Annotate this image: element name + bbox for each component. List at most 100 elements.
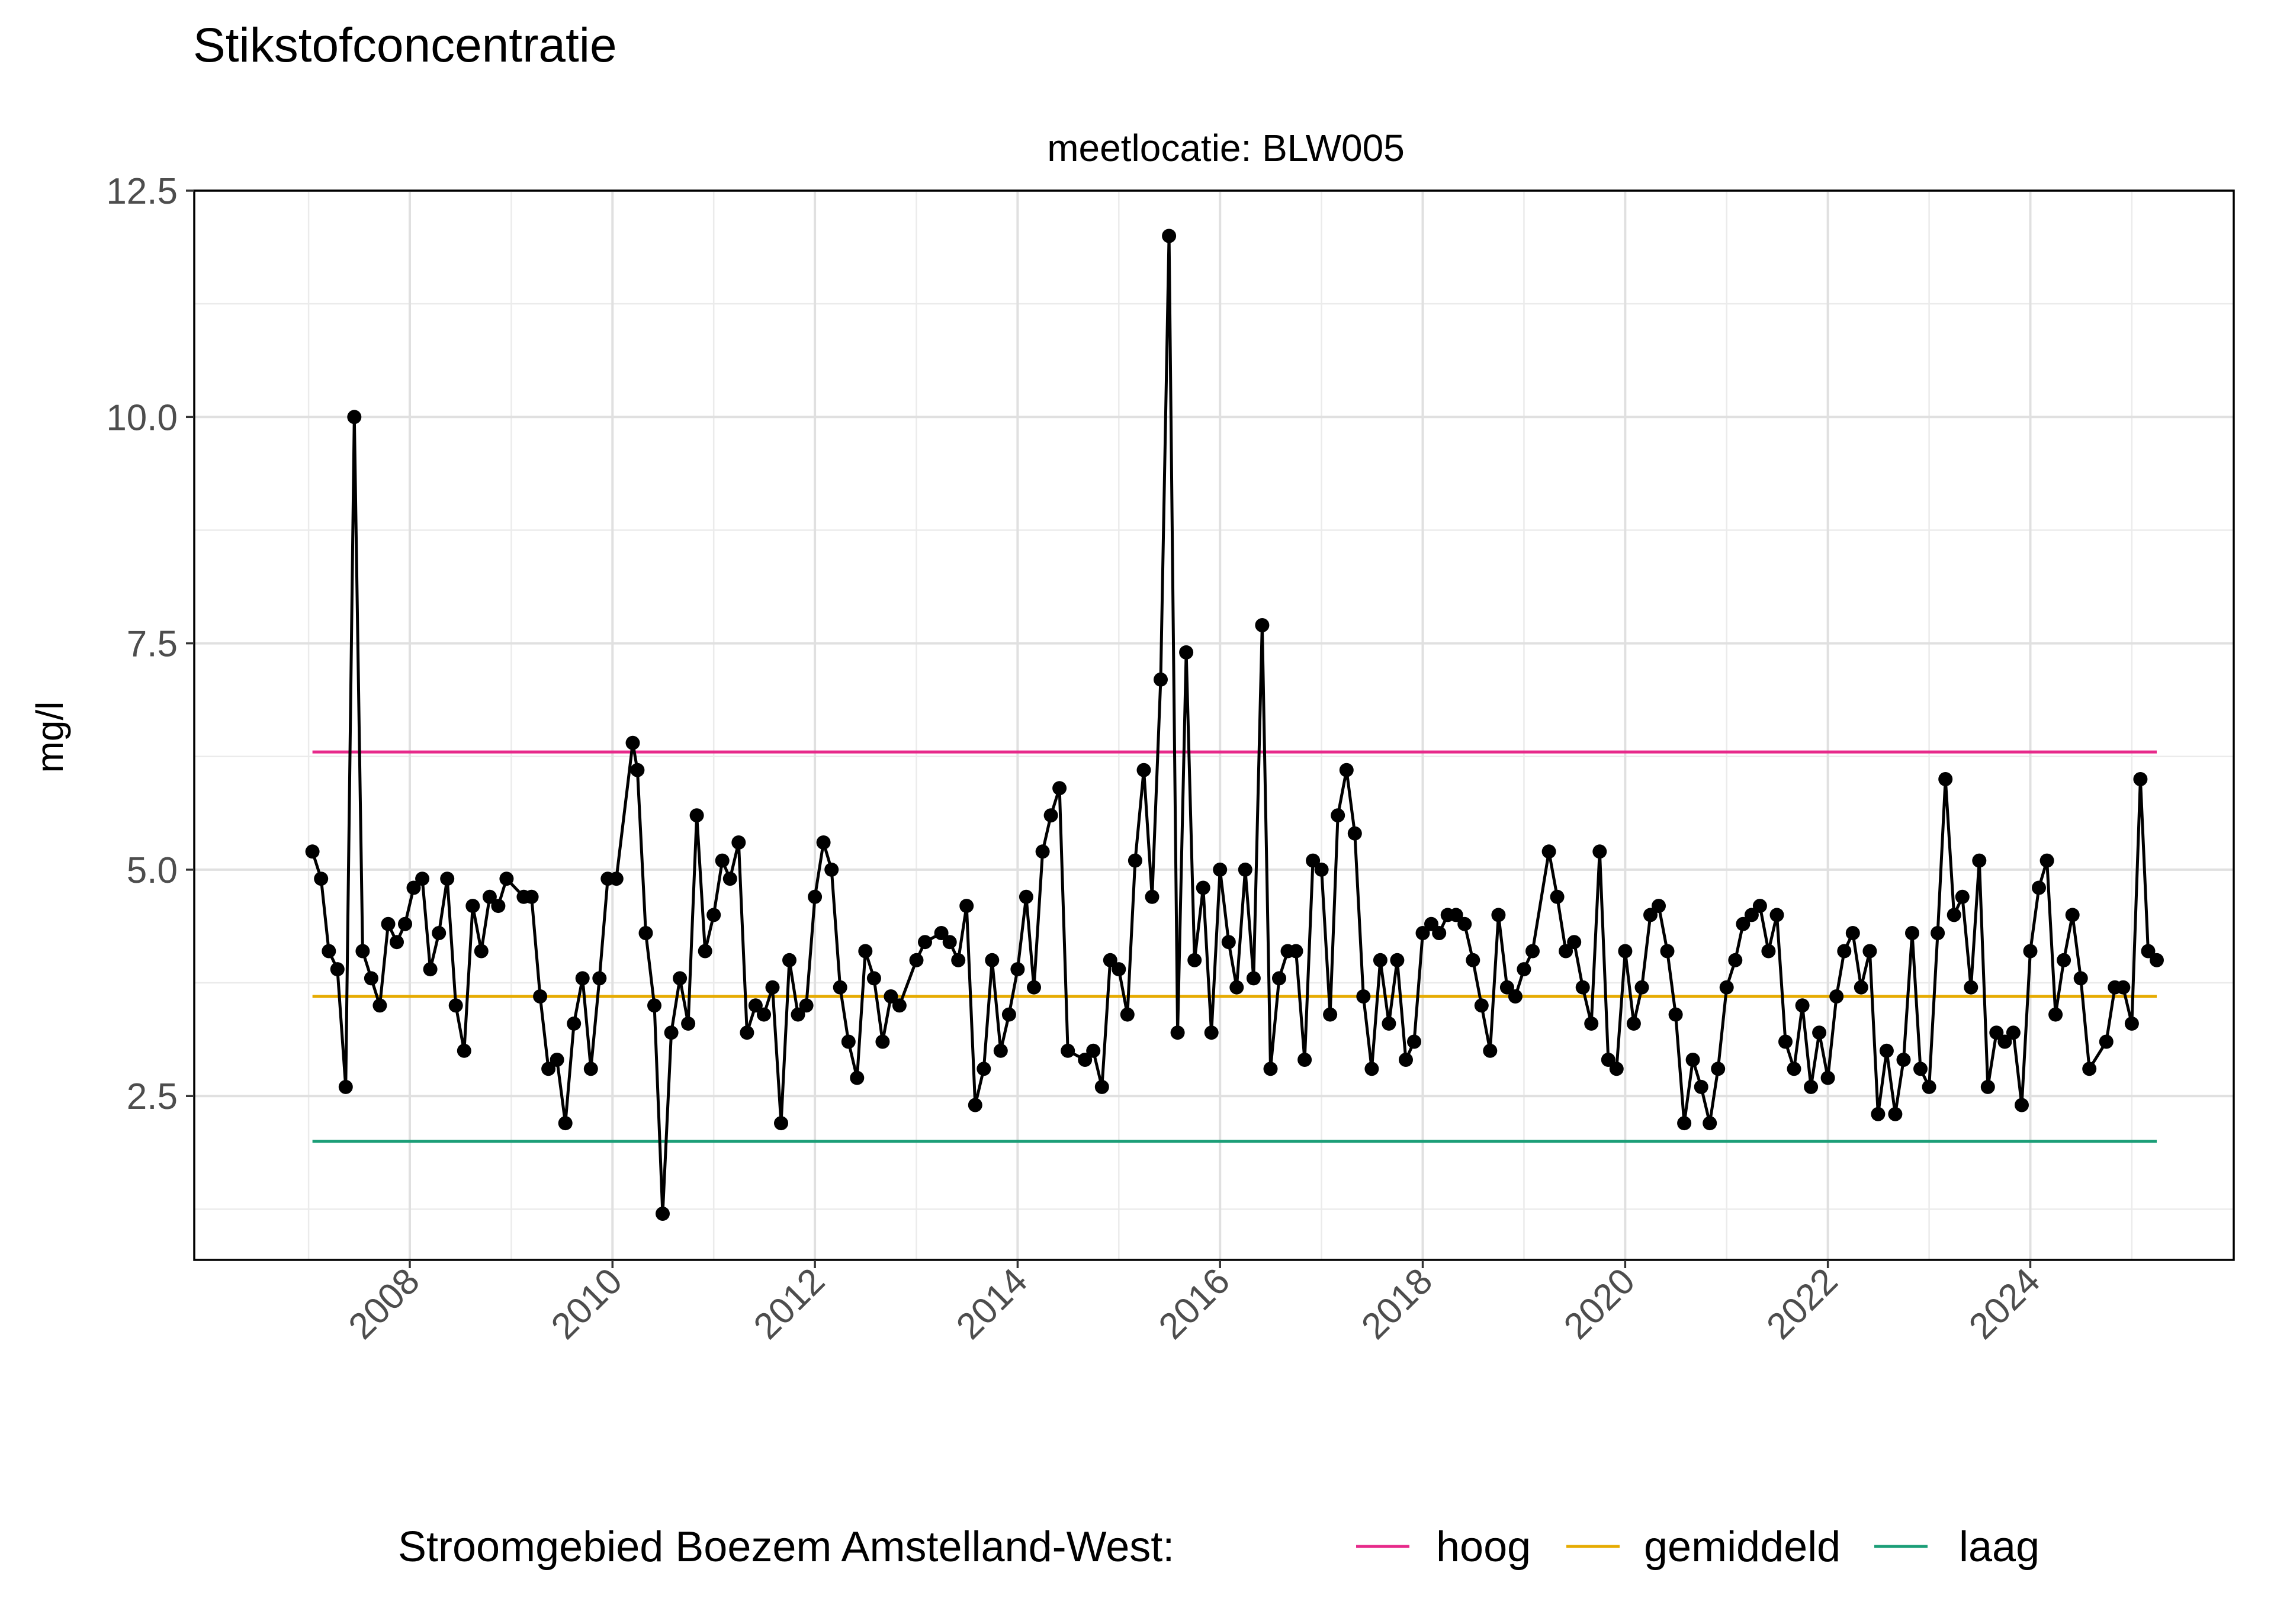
legend-title: Stroomgebied Boezem Amstelland-West: (398, 1523, 1174, 1571)
data-point (1170, 1025, 1185, 1040)
data-point (1196, 880, 1210, 895)
data-point (858, 944, 873, 959)
data-point (630, 763, 645, 777)
data-point (625, 735, 640, 750)
data-point (1179, 645, 1194, 660)
data-point (1862, 944, 1877, 959)
legend-item-laag: laag (1874, 1523, 2039, 1571)
data-point (942, 935, 957, 950)
data-point (959, 899, 974, 914)
data-point (1643, 908, 1658, 922)
data-point (706, 908, 721, 922)
data-point (448, 998, 463, 1013)
data-point (1845, 926, 1860, 940)
data-point (541, 1062, 556, 1076)
data-point (1660, 944, 1675, 959)
data-point (715, 853, 730, 868)
data-point (1550, 889, 1565, 904)
data-point (1128, 853, 1142, 868)
data-point (774, 1116, 788, 1131)
data-point (1103, 953, 1117, 967)
data-point (1812, 1025, 1827, 1040)
data-point (664, 1025, 679, 1040)
data-point (2039, 853, 2054, 868)
data-point (465, 899, 480, 914)
data-point (1061, 1043, 1075, 1058)
data-point (1356, 989, 1371, 1004)
data-point (2133, 772, 2148, 786)
data-point (1390, 953, 1405, 967)
data-point (1559, 944, 1573, 959)
data-point (1347, 826, 1362, 841)
data-point (1263, 1062, 1278, 1076)
y-axis-label: mg/l (28, 702, 71, 773)
data-point (1238, 862, 1252, 877)
data-point (1331, 808, 1345, 823)
data-point (740, 1025, 754, 1040)
data-point (833, 980, 847, 995)
data-point (782, 953, 796, 967)
data-point (575, 971, 590, 986)
data-point (1204, 1025, 1219, 1040)
data-point (884, 989, 898, 1004)
data-point (1019, 889, 1033, 904)
data-point (892, 998, 907, 1013)
data-point (1820, 1070, 1835, 1085)
data-point (381, 916, 396, 931)
data-point (2006, 1025, 2021, 1040)
data-point (1491, 908, 1506, 922)
data-point (1448, 908, 1463, 922)
data-point (1668, 1007, 1683, 1022)
data-point (1652, 899, 1666, 914)
data-point (1871, 1107, 1886, 1121)
data-point (1136, 763, 1151, 777)
data-point (1525, 944, 1540, 959)
data-point (1052, 781, 1067, 796)
data-point (875, 1034, 890, 1049)
data-point (1078, 1053, 1093, 1067)
data-point (1373, 953, 1387, 967)
data-point (1787, 1062, 1801, 1076)
data-point (791, 1007, 805, 1022)
data-point (1736, 916, 1751, 931)
legend-label-laag: laag (1959, 1523, 2039, 1571)
data-point (757, 1007, 771, 1022)
data-point (2150, 953, 2164, 967)
data-point (558, 1116, 573, 1131)
data-point (364, 971, 378, 986)
legend: Stroomgebied Boezem Amstelland-West: hoo… (398, 1523, 2039, 1571)
data-point (1382, 1016, 1396, 1031)
data-point (491, 899, 506, 914)
data-point (398, 916, 412, 931)
data-point (423, 962, 438, 977)
data-point (1323, 1007, 1338, 1022)
data-point (1584, 1016, 1599, 1031)
data-point (656, 1207, 670, 1221)
data-point (2082, 1062, 2097, 1076)
data-point (1778, 1034, 1793, 1049)
data-point (1306, 853, 1321, 868)
data-point (2124, 1016, 2139, 1031)
data-point (1575, 980, 1590, 995)
data-point (1541, 844, 1556, 859)
data-point (322, 944, 336, 959)
data-point (722, 872, 737, 886)
data-point (824, 862, 839, 877)
data-point (1703, 1116, 1717, 1131)
data-point (1567, 935, 1582, 950)
data-point (2048, 1007, 2063, 1022)
data-point (841, 1034, 856, 1049)
data-point (1154, 672, 1168, 687)
data-point (1592, 844, 1607, 859)
data-point (909, 953, 924, 967)
data-point (647, 998, 661, 1013)
y-axis: 2.5 5.0 7.5 10.0 12.5 (106, 171, 194, 1117)
data-point (1922, 1079, 1936, 1094)
data-point (2023, 944, 2038, 959)
data-point (1001, 1007, 1016, 1022)
data-point (985, 953, 1000, 967)
data-point (1043, 808, 1058, 823)
data-point (1964, 980, 1978, 995)
data-point (1517, 962, 1531, 977)
data-point (1466, 953, 1480, 967)
